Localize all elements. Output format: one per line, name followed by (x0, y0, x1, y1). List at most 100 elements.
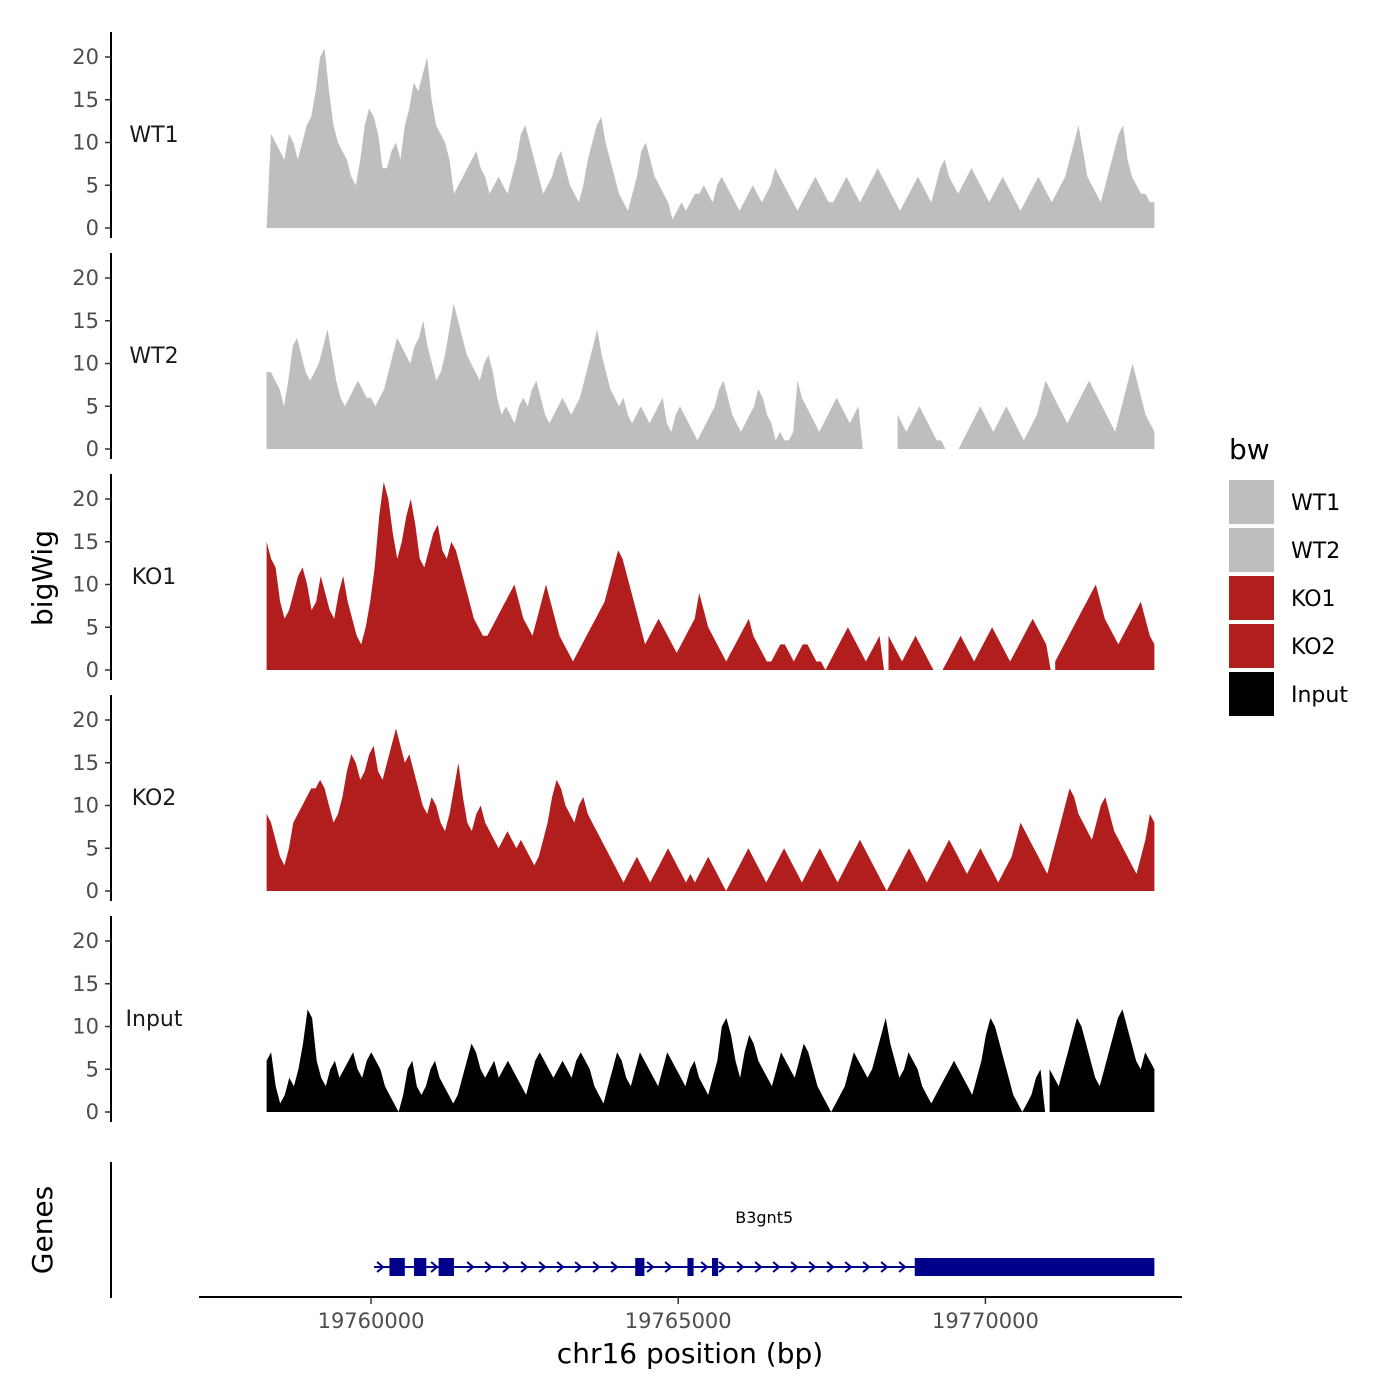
strand-arrow (556, 1261, 565, 1273)
y-tick-label: 15 (72, 751, 99, 775)
y-tick-label: 15 (72, 530, 99, 554)
y-tick-label: 10 (72, 131, 99, 155)
strand-arrow (790, 1261, 799, 1273)
y-tick-label: 20 (72, 708, 99, 732)
track-label-ko2: KO2 (132, 786, 177, 811)
strand-arrow (484, 1261, 493, 1273)
y-tick-label: 10 (72, 352, 99, 376)
gene-exon (438, 1258, 454, 1276)
gene-name-label: B3gnt5 (735, 1208, 793, 1227)
gene-exon (389, 1258, 405, 1276)
gene-exon (687, 1258, 694, 1276)
coverage-tracks: 0 5 10 15 20 WT1 0 5 10 15 20 WT2 0 5 10 15 20 KO1 0 5 10 15 2… (72, 32, 1155, 1124)
coverage-area-wt2 (266, 303, 1155, 449)
legend-label: KO2 (1291, 635, 1336, 660)
y-tick-label: 5 (86, 173, 99, 197)
strand-arrow (646, 1261, 655, 1273)
y-tick-label: 10 (72, 1015, 99, 1039)
strand-arrow (718, 1261, 727, 1273)
legend-swatch (1229, 624, 1274, 668)
strand-arrow (844, 1261, 853, 1273)
legend-swatch (1229, 576, 1274, 620)
legend-item-input: Input (1229, 672, 1348, 716)
y-axis-title: bigWig (26, 530, 59, 626)
track-label-wt2: WT2 (129, 344, 178, 369)
strand-arrow (664, 1261, 673, 1273)
strand-arrow (736, 1261, 745, 1273)
strand-arrow (808, 1261, 817, 1273)
legend-item-wt2: WT2 (1229, 528, 1340, 572)
legend-title: bw (1229, 433, 1270, 466)
gene-model (374, 1258, 1155, 1276)
strand-arrow (754, 1261, 763, 1273)
gene-exon (635, 1258, 645, 1276)
coverage-area-ko2 (266, 728, 1155, 891)
legend-item-ko2: KO2 (1229, 624, 1336, 668)
strand-arrow (880, 1261, 889, 1273)
strand-arrow (430, 1261, 439, 1273)
y-tick-label: 20 (72, 266, 99, 290)
y-tick-label: 0 (86, 658, 99, 682)
genes-panel: Genes B3gnt5 (26, 1162, 1155, 1298)
track-wt2: 0 5 10 15 20 WT2 (72, 253, 1155, 461)
y-tick-label: 15 (72, 88, 99, 112)
y-tick-label: 20 (72, 929, 99, 953)
y-tick-label: 5 (86, 1057, 99, 1081)
y-tick-label: 5 (86, 394, 99, 418)
x-axis: 19760000 19765000 19770000 chr16 position … (199, 1296, 1182, 1370)
legend-swatch (1229, 528, 1274, 572)
track-label-input: Input (126, 1007, 183, 1032)
strand-arrow (772, 1261, 781, 1273)
y-tick-label: 5 (86, 615, 99, 639)
strand-arrow (574, 1261, 583, 1273)
genes-track-label: Genes (26, 1186, 59, 1274)
strand-arrow (826, 1261, 835, 1273)
y-tick-label: 0 (86, 216, 99, 240)
gene-exon (712, 1258, 719, 1276)
strand-arrow (538, 1261, 547, 1273)
y-tick-label: 5 (86, 836, 99, 860)
legend-swatch (1229, 672, 1274, 716)
legend-item-ko1: KO1 (1229, 576, 1336, 620)
x-axis-ticks: 19760000 19765000 19770000 (318, 1297, 1039, 1333)
y-tick-label: 20 (72, 487, 99, 511)
y-tick-label: 10 (72, 794, 99, 818)
strand-arrow (466, 1261, 475, 1273)
gene-exon (414, 1258, 427, 1276)
legend-label: WT1 (1291, 491, 1340, 516)
legend-swatch (1229, 480, 1274, 524)
strand-arrow (898, 1261, 907, 1273)
track-ko2: 0 5 10 15 20 KO2 (72, 695, 1155, 903)
x-tick-label: 19760000 (318, 1309, 425, 1333)
track-label-ko1: KO1 (132, 565, 177, 590)
coverage-area-ko1 (266, 481, 1155, 670)
x-tick-label: 19770000 (932, 1309, 1039, 1333)
track-ko1: 0 5 10 15 20 KO1 (72, 474, 1155, 682)
y-tick-label: 15 (72, 309, 99, 333)
strand-arrow (862, 1261, 871, 1273)
y-tick-label: 0 (86, 1100, 99, 1124)
x-tick-label: 19765000 (625, 1309, 732, 1333)
y-tick-label: 10 (72, 573, 99, 597)
legend-items: WT1 WT2 KO1 KO2 Input (1229, 480, 1348, 716)
y-tick-label: 20 (72, 45, 99, 69)
legend-label: WT2 (1291, 539, 1340, 564)
strand-arrow (610, 1261, 619, 1273)
legend-label: KO1 (1291, 587, 1336, 612)
track-input: 0 5 10 15 20 Input (72, 916, 1155, 1124)
y-tick-label: 0 (86, 437, 99, 461)
track-wt1: 0 5 10 15 20 WT1 (72, 32, 1155, 240)
strand-arrow (376, 1261, 385, 1273)
x-axis-title: chr16 position (bp) (557, 1337, 823, 1370)
gene-exon (914, 1258, 1155, 1276)
coverage-area-input (266, 1009, 1155, 1112)
y-tick-label: 15 (72, 972, 99, 996)
legend-label: Input (1291, 683, 1348, 708)
strand-arrow (700, 1261, 709, 1273)
legend-item-wt1: WT1 (1229, 480, 1340, 524)
coverage-area-wt1 (266, 48, 1155, 229)
strand-arrow (520, 1261, 529, 1273)
strand-arrow (592, 1261, 601, 1273)
track-label-wt1: WT1 (129, 123, 178, 148)
